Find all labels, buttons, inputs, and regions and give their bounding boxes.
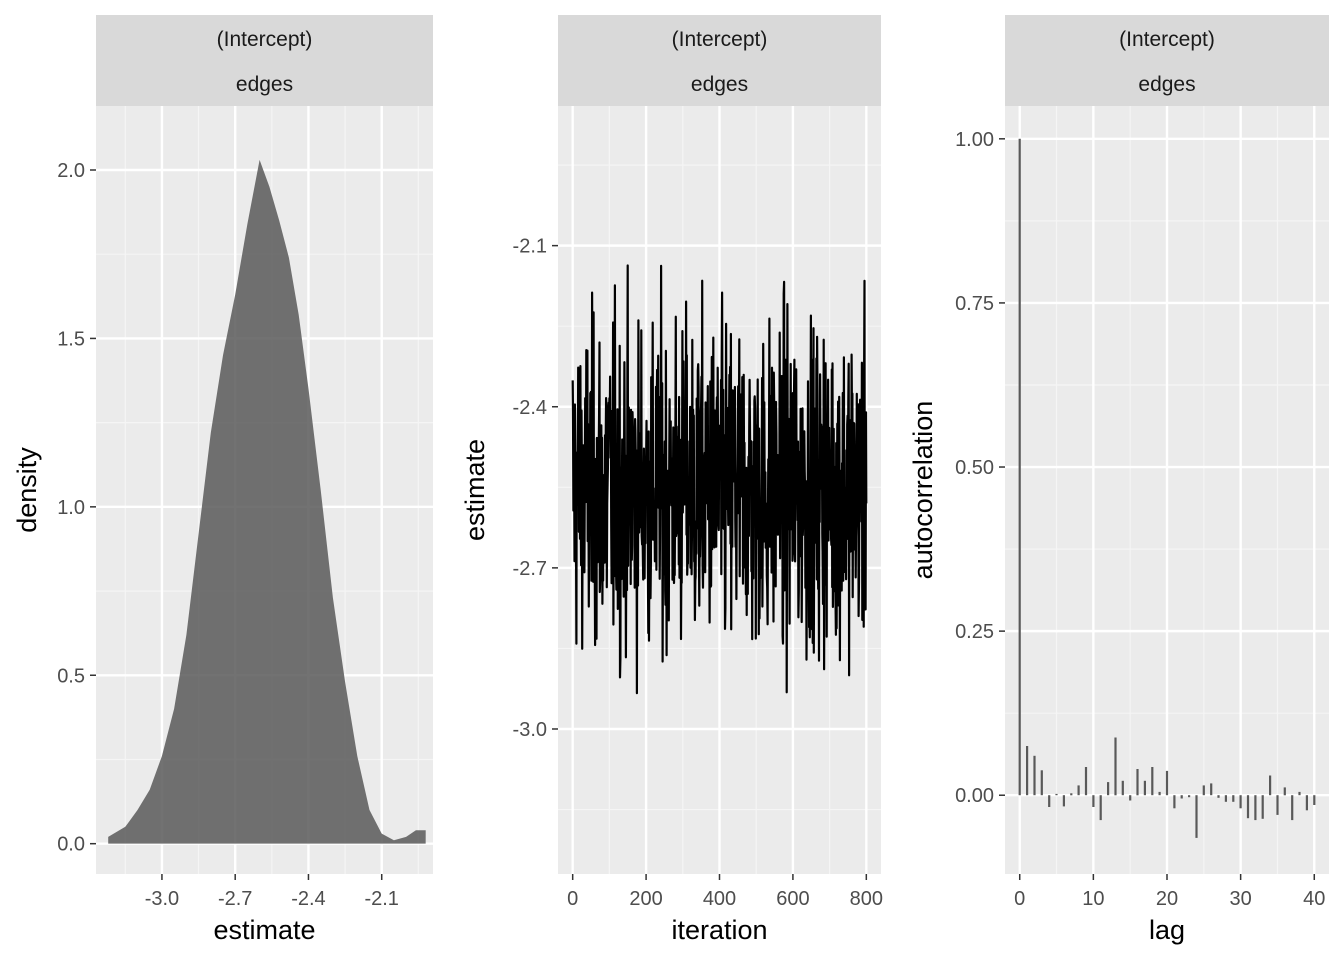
trace-panel: (Intercept) edges 0 200 400 600 800 -3.0 -2.7… [460, 15, 883, 945]
density-area [108, 159, 426, 844]
x-tick-label: -3.0 [145, 888, 179, 910]
x-tick-label: -2.7 [218, 888, 252, 910]
x-tick-label: 800 [850, 888, 883, 910]
acf-bar [1305, 795, 1308, 811]
strip-background [1005, 15, 1329, 106]
y-axis-title: autocorrelation [908, 401, 938, 580]
y-tick-label: -3.0 [513, 719, 547, 741]
x-tick-label: 200 [629, 888, 662, 910]
acf-bar [1180, 795, 1183, 799]
autocorrelation-panel: (Intercept) edges 0 10 20 30 40 0.00 0.25 0.50… [908, 15, 1329, 945]
acf-bar [1217, 795, 1220, 798]
acf-bar [1077, 785, 1080, 796]
y-tick-label: 0.25 [955, 621, 994, 643]
y-tick-label: 0.0 [57, 834, 85, 856]
y-tick-label: 0.50 [955, 457, 994, 479]
y-tick-label: 0.00 [955, 785, 994, 807]
acf-bar [1210, 783, 1213, 796]
x-tick-label: 600 [776, 888, 809, 910]
acf-bar [1062, 795, 1065, 807]
strip-background [96, 15, 433, 106]
acf-bar [1165, 770, 1169, 796]
x-axis-title: estimate [213, 915, 315, 945]
strip-label-bottom: edges [236, 73, 293, 96]
y-axis-title: density [12, 447, 42, 533]
x-tick-label: -2.1 [364, 888, 398, 910]
y-tick-label: 0.75 [955, 293, 994, 315]
y-axis-title: estimate [460, 439, 490, 541]
y-tick-label: 2.0 [57, 160, 85, 182]
acf-bar [1298, 791, 1301, 796]
acf-bar [1246, 795, 1250, 819]
x-tick-label: 400 [703, 888, 736, 910]
acf-bar [1026, 746, 1029, 796]
acf-bar [1261, 795, 1264, 819]
acf-bar [1232, 795, 1235, 802]
strip-label-top: (Intercept) [1119, 28, 1215, 51]
x-tick-label: 30 [1230, 888, 1252, 910]
x-tick-label: -2.4 [291, 888, 325, 910]
acf-bar [1114, 737, 1117, 796]
strip-background [558, 15, 881, 106]
strip-label-top: (Intercept) [217, 28, 313, 51]
acf-bar [1283, 787, 1286, 796]
x-axis: 0 10 20 30 40 [1014, 874, 1325, 910]
acf-bar [1224, 795, 1227, 802]
acf-bar-layer [1018, 138, 1316, 838]
acf-bar [1092, 795, 1095, 807]
acf-bar [1202, 785, 1205, 796]
acf-bar [1018, 138, 1021, 796]
y-tick-label: -2.7 [513, 558, 547, 580]
acf-bar [1107, 782, 1110, 796]
y-axis: 0.0 0.5 1.0 1.5 2.0 [57, 160, 96, 856]
strip-label-top: (Intercept) [672, 28, 768, 51]
acf-bar [1158, 791, 1161, 796]
acf-bar [1070, 793, 1073, 796]
trace-line [571, 264, 868, 695]
y-tick-label: 1.5 [57, 328, 85, 350]
acf-bar [1276, 795, 1279, 815]
acf-bar [1121, 780, 1124, 796]
x-tick-label: 0 [567, 888, 578, 910]
acf-bar [1151, 767, 1154, 796]
acf-bar [1136, 769, 1139, 796]
y-tick-label: 1.0 [57, 497, 85, 519]
x-axis-title: lag [1149, 915, 1185, 945]
y-tick-label: -2.1 [513, 236, 547, 258]
acf-bar [1313, 795, 1316, 805]
acf-bar [1254, 795, 1257, 821]
strip-label-bottom: edges [1138, 73, 1195, 96]
y-tick-label: -2.4 [513, 397, 547, 419]
strip-label-bottom: edges [691, 73, 748, 96]
density-area-layer [108, 159, 426, 844]
y-axis: -3.0 -2.7 -2.4 -2.1 [513, 236, 558, 741]
acf-bar [1099, 795, 1102, 821]
acf-bar [1173, 795, 1176, 809]
acf-bar [1033, 755, 1036, 796]
x-tick-label: 40 [1303, 888, 1325, 910]
x-tick-label: 0 [1014, 888, 1025, 910]
acf-bar [1291, 795, 1294, 821]
x-axis-title: iteration [671, 915, 767, 945]
acf-bar [1269, 775, 1272, 796]
acf-bar [1084, 767, 1088, 796]
acf-bar [1129, 795, 1132, 801]
acf-bar [1055, 793, 1058, 796]
acf-bar [1195, 795, 1198, 838]
x-axis: -3.0 -2.7 -2.4 -2.1 [145, 874, 399, 910]
x-tick-label: 20 [1156, 888, 1178, 910]
acf-bar [1048, 795, 1051, 807]
y-axis: 0.00 0.25 0.50 0.75 1.00 [955, 129, 1005, 807]
trace-line-layer [571, 264, 868, 695]
acf-bar [1040, 770, 1043, 796]
acf-bar [1188, 795, 1191, 798]
density-panel: (Intercept) edges -3.0 -2.7 -2.4 -2.1 0.00.… [12, 15, 433, 945]
y-tick-label: 0.5 [57, 665, 85, 687]
x-axis: 0 200 400 600 800 [567, 874, 883, 910]
acf-bar [1239, 795, 1242, 809]
acf-bar [1143, 780, 1146, 796]
y-tick-label: 1.00 [955, 129, 994, 151]
x-tick-label: 10 [1082, 888, 1104, 910]
